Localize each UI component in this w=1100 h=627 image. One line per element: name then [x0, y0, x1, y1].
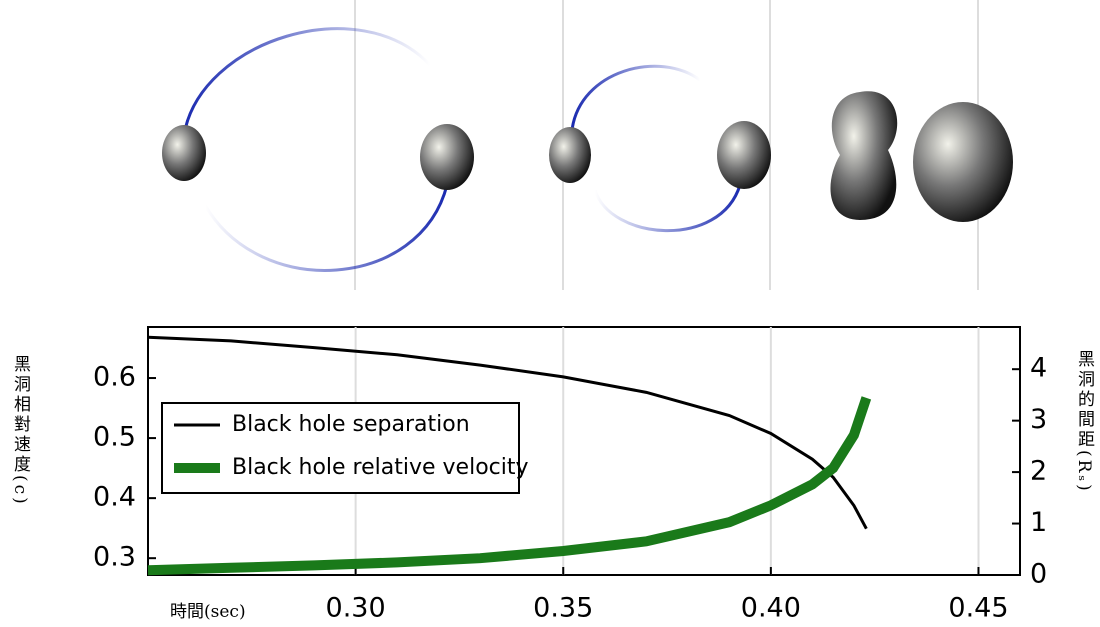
y2-tick-label: 2 — [1030, 456, 1047, 487]
legend-label: Black hole relative velocity — [232, 455, 529, 480]
y2-tick-label: 4 — [1030, 353, 1047, 384]
y-tick-label: 0.5 — [93, 422, 136, 453]
y2-tick-label: 0 — [1030, 559, 1047, 590]
legend-label: Black hole separation — [232, 412, 470, 437]
x-tick-label: 0.35 — [533, 593, 593, 624]
y-tick-label: 0.4 — [93, 482, 136, 513]
illustration — [162, 0, 1013, 290]
y-tick-label: 0.3 — [93, 542, 136, 573]
plot-frame — [147, 326, 1021, 576]
y-axis-label: 黑洞相對速度(c) — [10, 355, 31, 507]
x-tick-label: 0.45 — [948, 593, 1008, 624]
legend-box — [161, 402, 520, 494]
x-tick-label: 0.30 — [326, 593, 386, 624]
y2-tick-label: 3 — [1030, 404, 1047, 435]
x-axis-label: 時間(sec) — [170, 602, 246, 622]
y2-axis-label: 黑洞的間距(Rₛ) — [1074, 350, 1095, 494]
y-tick-label: 0.6 — [93, 362, 136, 393]
y2-tick-label: 1 — [1030, 507, 1047, 538]
x-tick-label: 0.40 — [741, 593, 801, 624]
series-line — [147, 396, 872, 576]
series-line — [147, 335, 868, 530]
